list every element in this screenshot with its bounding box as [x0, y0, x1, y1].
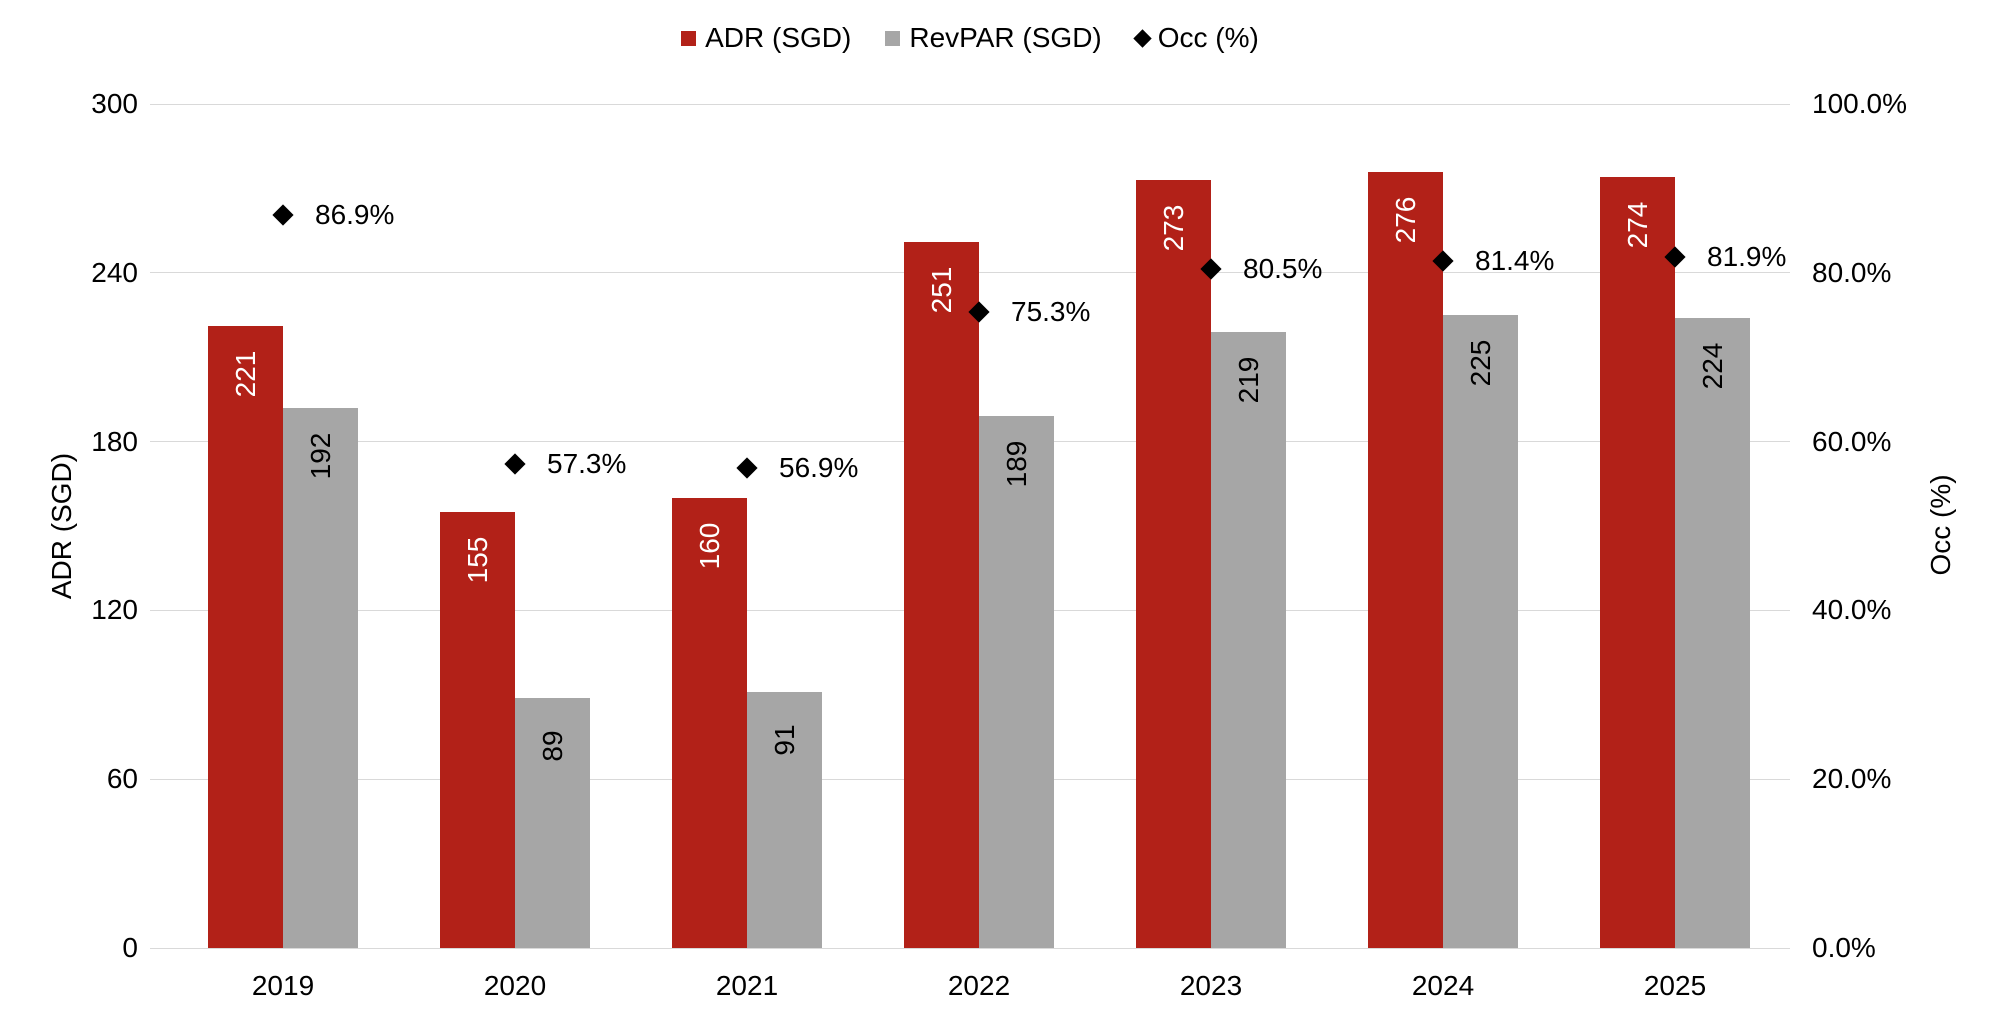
right-axis-tick: 0.0%: [1812, 932, 1876, 963]
adr-bar: [672, 497, 747, 948]
right-axis-tick: 80.0%: [1812, 256, 1892, 288]
revpar-bar: [1443, 315, 1518, 948]
adr-bar-label: 155: [461, 536, 493, 584]
revpar-bar-label: 189: [1000, 440, 1032, 488]
x-axis-label: 2020: [483, 970, 547, 1001]
x-axis-label: 2025: [1643, 970, 1707, 1001]
occ-label: 81.4%: [1475, 244, 1555, 276]
revpar-bar: [747, 691, 822, 948]
revpar-bar-label: 192: [304, 432, 336, 480]
occ-legend-diamond-icon: [1133, 28, 1152, 48]
occ-marker-icon: [504, 453, 526, 475]
adr-bar-label: 273: [1157, 204, 1189, 252]
legend: ADR (SGD) RevPAR (SGD) Occ (%): [150, 22, 1790, 54]
legend-label-adr: ADR (SGD): [705, 22, 852, 53]
legend-item-occ: Occ (%): [1133, 22, 1259, 54]
legend-label-occ: Occ (%): [1157, 22, 1259, 53]
adr-bar: [440, 511, 515, 948]
adr-legend-swatch-icon: [681, 30, 697, 46]
revpar-bar-label: 91: [768, 724, 800, 756]
right-axis-tick: 20.0%: [1812, 763, 1892, 795]
gridline: [150, 103, 1790, 105]
occ-marker-icon: [272, 203, 294, 226]
left-axis-tick: 60: [106, 763, 138, 795]
revpar-bar: [1211, 331, 1286, 948]
occ-label: 75.3%: [1011, 296, 1091, 328]
legend-label-revpar: RevPAR (SGD): [909, 22, 1102, 53]
occ-label: 81.9%: [1707, 240, 1787, 272]
revpar-bar: [1675, 317, 1750, 948]
revpar-bar: [283, 407, 358, 948]
x-axis-label: 2021: [715, 970, 779, 1001]
gridline: [150, 947, 1790, 949]
occ-label: 56.9%: [779, 451, 859, 483]
occ-label: 86.9%: [315, 198, 395, 230]
revpar-bar: [515, 697, 590, 948]
legend-item-adr: ADR (SGD): [681, 22, 851, 54]
x-axis-label: 2024: [1411, 970, 1475, 1001]
legend-item-revpar: RevPAR (SGD): [885, 22, 1102, 54]
right-axis-tick: 60.0%: [1812, 425, 1892, 457]
left-axis-tick: 120: [91, 594, 138, 626]
adr-bar: [1368, 171, 1443, 948]
adr-bar-label: 251: [925, 266, 957, 314]
x-axis-label: 2022: [947, 970, 1011, 1001]
revpar-bar-label: 225: [1464, 339, 1496, 387]
revpar-legend-swatch-icon: [885, 30, 901, 46]
adr-bar-label: 276: [1389, 196, 1421, 243]
adr-bar-label: 221: [229, 350, 261, 398]
left-axis-title: ADR (SGD): [46, 452, 77, 600]
occ-marker-icon: [736, 457, 758, 479]
x-axis-label: 2023: [1179, 970, 1243, 1001]
adr-bar: [208, 326, 283, 948]
adr-bar-label: 274: [1621, 201, 1653, 249]
right-axis-tick: 100.0%: [1812, 88, 1907, 119]
occ-label: 80.5%: [1243, 252, 1323, 284]
left-axis-tick: 180: [91, 425, 138, 457]
adr-bar: [1136, 179, 1211, 948]
left-axis-tick: 0: [122, 932, 138, 963]
x-axis-label: 2019: [251, 970, 315, 1001]
left-axis-tick: 240: [91, 256, 138, 288]
revpar-bar: [979, 416, 1054, 948]
right-axis-title: Occ (%): [1925, 474, 1956, 576]
revpar-bar-label: 224: [1696, 342, 1728, 390]
left-axis-tick: 300: [91, 88, 138, 119]
adr-bar: [1600, 177, 1675, 948]
revpar-bar-label: 89: [536, 730, 568, 762]
right-axis-tick: 40.0%: [1812, 594, 1892, 626]
revpar-bar-label: 219: [1232, 356, 1264, 404]
adr-bar: [904, 241, 979, 948]
occ-label: 57.3%: [547, 448, 627, 480]
adr-bar-label: 160: [693, 522, 725, 570]
